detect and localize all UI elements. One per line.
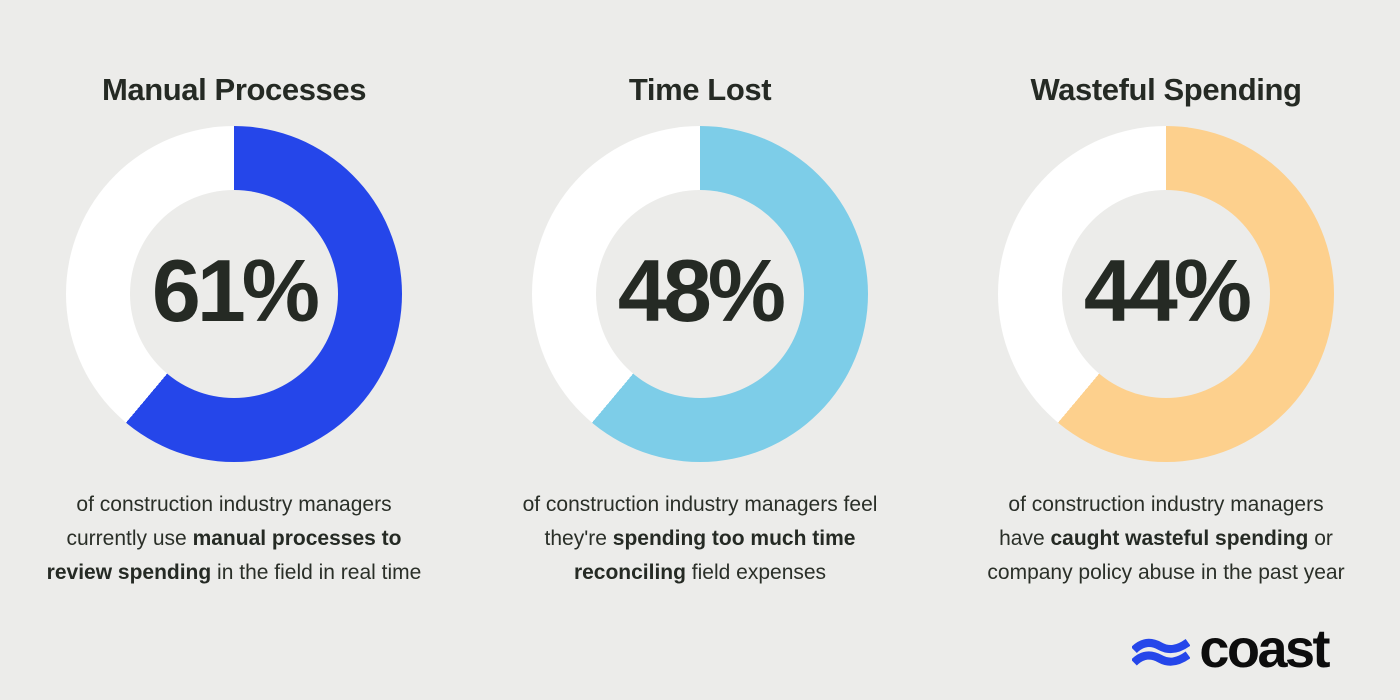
donut-hole: 61% — [130, 190, 338, 398]
caption-bold-text: review spending — [46, 561, 212, 584]
caption-bold-text: caught wasteful spending — [1050, 527, 1309, 550]
caption-line: they're spending too much time — [475, 522, 925, 556]
stat-column-time-lost: Time Lost 48% of construction industry m… — [467, 72, 933, 590]
donut-chart-wasteful-spending: 44% — [998, 126, 1334, 462]
caption-line: currently use manual processes to — [9, 522, 459, 556]
caption-text: field expenses — [685, 561, 827, 584]
caption-line: of construction industry managers feel — [475, 488, 925, 522]
caption-text: or — [1308, 527, 1333, 550]
caption-text: company policy abuse in the past year — [987, 561, 1345, 584]
caption-bold-text: spending too much time — [612, 527, 856, 550]
caption-manual-processes: of construction industry managers curren… — [9, 488, 459, 590]
caption-text: they're — [544, 527, 613, 550]
caption-time-lost: of construction industry managers feel t… — [475, 488, 925, 590]
caption-text: of construction industry managers — [1008, 493, 1324, 516]
caption-line: of construction industry managers — [9, 488, 459, 522]
caption-text: have — [999, 527, 1051, 550]
percentage-label-time-lost: 48% — [617, 241, 786, 340]
caption-text: of construction industry managers — [76, 493, 392, 516]
coast-logo: coast — [1132, 619, 1330, 680]
percentage-label-wasteful-spending: 44% — [1083, 241, 1252, 340]
donut-hole: 44% — [1062, 190, 1270, 398]
caption-line: of construction industry managers — [941, 488, 1391, 522]
stat-column-manual-processes: Manual Processes 61% of construction ind… — [1, 72, 467, 590]
percentage-label-manual-processes: 61% — [151, 241, 320, 340]
donut-chart-time-lost: 48% — [532, 126, 868, 462]
caption-bold-text: reconciling — [573, 561, 686, 584]
caption-text: in the field in real time — [211, 561, 422, 584]
coast-waves-icon — [1132, 634, 1191, 668]
chart-title-time-lost: Time Lost — [628, 72, 772, 107]
chart-title-wasteful-spending: Wasteful Spending — [1030, 72, 1302, 107]
donut-hole: 48% — [596, 190, 804, 398]
caption-text: of construction industry managers feel — [522, 493, 878, 516]
caption-wasteful-spending: of construction industry managers have c… — [941, 488, 1391, 590]
chart-title-manual-processes: Manual Processes — [101, 72, 367, 107]
stats-row: Manual Processes 61% of construction ind… — [1, 72, 1399, 590]
caption-bold-text: manual processes to — [192, 527, 402, 550]
stat-column-wasteful-spending: Wasteful Spending 44% of construction in… — [933, 72, 1399, 590]
caption-text: currently use — [66, 527, 193, 550]
caption-line: company policy abuse in the past year — [941, 556, 1391, 590]
caption-line: review spending in the field in real tim… — [9, 556, 459, 590]
caption-line: reconciling field expenses — [475, 556, 925, 590]
coast-wordmark: coast — [1199, 619, 1330, 679]
caption-line: have caught wasteful spending or — [941, 522, 1391, 556]
donut-chart-manual-processes: 61% — [66, 126, 402, 462]
